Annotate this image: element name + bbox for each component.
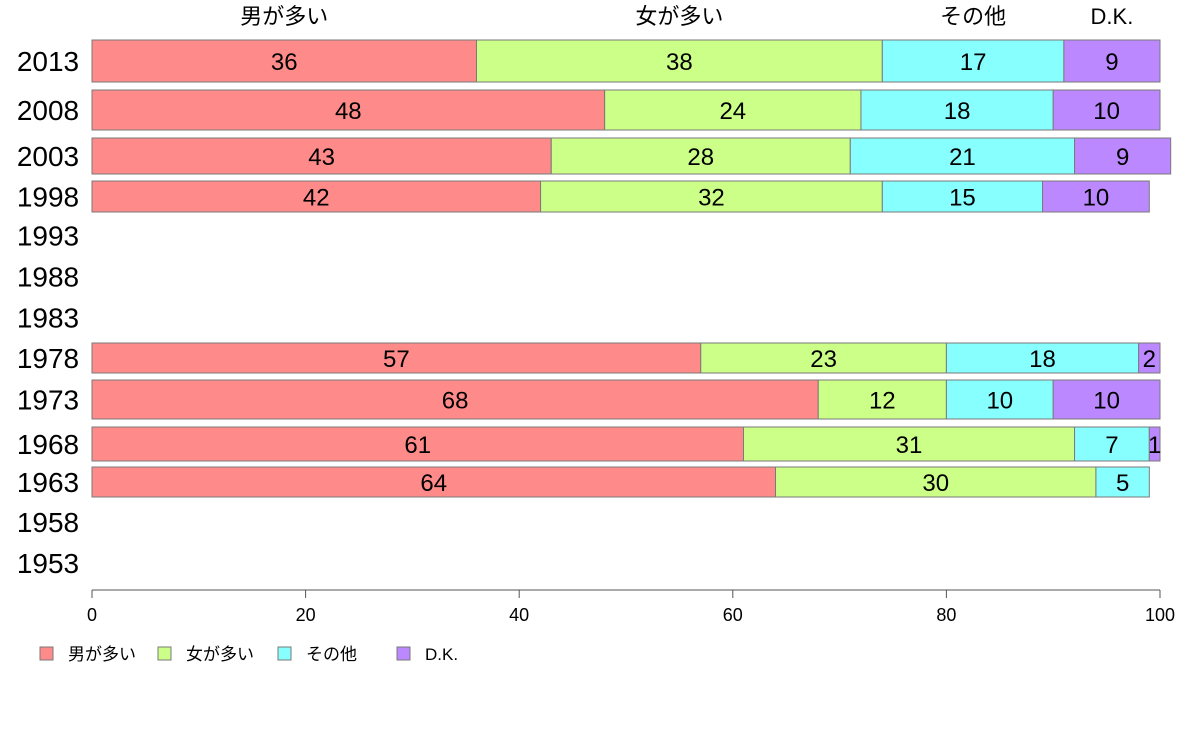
data-label-2003-series-0: 43 [308, 144, 335, 171]
bar-2008-series-3 [1052, 89, 1161, 131]
bar-1968-series-2 [1074, 426, 1150, 462]
x-tick-label-100: 100 [1145, 605, 1175, 625]
data-label-1968-series-3: 1 [1148, 432, 1161, 459]
data-label-1978-series-1: 23 [810, 346, 837, 373]
bar-1973-series-1 [817, 379, 947, 420]
bar-1968-series-3 [1148, 426, 1161, 462]
bar-2008-series-2 [860, 89, 1054, 131]
x-tick-label-20: 20 [296, 605, 316, 625]
x-tick-label-0: 0 [87, 605, 97, 625]
bar-1978-series-0 [91, 342, 702, 374]
data-label-2013-series-3: 9 [1105, 49, 1118, 76]
data-label-1968-series-0: 61 [404, 432, 431, 459]
bar-2008-series-1 [604, 89, 862, 131]
x-tick-label-40: 40 [509, 605, 529, 625]
data-label-1973-series-3: 10 [1093, 388, 1120, 415]
bar-1978-series-1 [700, 342, 947, 374]
data-label-1973-series-2: 10 [986, 388, 1013, 415]
year-label-1983: 1983 [17, 303, 79, 334]
data-label-1968-series-1: 31 [896, 432, 923, 459]
bar-2003-series-0 [91, 137, 552, 175]
year-label-1973: 1973 [17, 385, 79, 416]
column-header-0: 男が多い [240, 4, 328, 29]
bar-1973-series-0 [91, 379, 819, 420]
x-tick-label-80: 80 [936, 605, 956, 625]
data-label-1978-series-2: 18 [1029, 346, 1056, 373]
data-label-2008-series-3: 10 [1093, 98, 1120, 125]
data-label-2013-series-2: 17 [960, 49, 987, 76]
bar-1998-series-1 [540, 180, 883, 213]
bar-1998-series-3 [1042, 180, 1150, 213]
bar-1968-series-0 [91, 426, 744, 462]
data-label-1963-series-0: 64 [420, 470, 447, 497]
column-headers: 男が多い 女が多い その他 D.K. [240, 4, 1133, 29]
data-label-2003-series-2: 21 [949, 144, 976, 171]
year-label-1998: 1998 [17, 182, 79, 213]
data-label-1978-series-0: 57 [383, 346, 410, 373]
year-label-2013: 2013 [17, 46, 79, 77]
bar-2013-series-0 [91, 39, 477, 83]
legend-swatch-3 [396, 646, 411, 661]
bar-1973-series-2 [945, 379, 1054, 420]
data-label-1973-series-1: 12 [869, 388, 896, 415]
data-label-1998-series-3: 10 [1083, 185, 1110, 212]
year-labels: 2013 2008 2003 1998 1993 1988 1983 1978 1973 1968… [17, 46, 79, 579]
data-label-2008-series-0: 48 [335, 98, 362, 125]
legend: 男が多い 女が多い その他 D.K. [39, 645, 458, 664]
bar-2003-series-3 [1074, 137, 1172, 175]
year-label-1968: 1968 [17, 429, 79, 460]
year-label-1978: 1978 [17, 343, 79, 374]
year-label-2008: 2008 [17, 95, 79, 126]
year-label-1988: 1988 [17, 262, 79, 293]
legend-label-2: その他 [306, 645, 357, 664]
year-label-1953: 1953 [17, 548, 79, 579]
bar-1978-series-2 [945, 342, 1140, 374]
data-label-2013-series-1: 38 [666, 49, 693, 76]
data-label-1998-series-1: 32 [698, 185, 725, 212]
year-label-1963: 1963 [17, 467, 79, 498]
bar-1998-series-0 [91, 180, 542, 213]
bar-2013-series-2 [881, 39, 1065, 83]
bar-1973-series-3 [1052, 379, 1161, 420]
bar-2008-series-0 [91, 89, 606, 131]
data-label-1973-series-0: 68 [442, 388, 469, 415]
legend-label-0: 男が多い [68, 645, 136, 664]
legend-swatch-0 [39, 646, 54, 661]
bar-1978-series-3 [1138, 342, 1161, 374]
data-label-2003-series-3: 9 [1116, 144, 1129, 171]
bar-2013-series-3 [1063, 39, 1161, 83]
bar-2013-series-1 [475, 39, 883, 83]
year-label-2003: 2003 [17, 141, 79, 172]
legend-swatch-1 [157, 646, 172, 661]
data-label-1998-series-2: 15 [949, 185, 976, 212]
bar-1963-series-1 [775, 466, 1097, 498]
data-label-1998-series-0: 42 [303, 185, 330, 212]
data-label-1963-series-1: 30 [922, 470, 949, 497]
legend-label-1: 女が多い [186, 645, 254, 664]
bar-1963-series-2 [1095, 466, 1150, 498]
data-label-2008-series-2: 18 [944, 98, 971, 125]
column-header-2: その他 [940, 4, 1006, 29]
legend-label-3: D.K. [425, 645, 458, 664]
data-label-2013-series-0: 36 [271, 49, 298, 76]
bar-1968-series-1 [742, 426, 1076, 462]
column-header-1: 女が多い [635, 4, 723, 29]
column-header-3: D.K. [1091, 4, 1134, 29]
x-axis: 0 20 40 60 80 100 [87, 589, 1175, 625]
legend-swatch-2 [277, 646, 292, 661]
data-label-2008-series-1: 24 [719, 98, 746, 125]
data-label-1963-series-2: 5 [1116, 470, 1129, 497]
data-label-1968-series-2: 7 [1105, 432, 1118, 459]
data-label-2003-series-1: 28 [687, 144, 714, 171]
bar-2003-series-1 [550, 137, 851, 175]
year-label-1993: 1993 [17, 221, 79, 252]
bar-1963-series-0 [91, 466, 777, 498]
year-label-1958: 1958 [17, 507, 79, 538]
data-label-1978-series-3: 2 [1143, 346, 1156, 373]
x-tick-label-60: 60 [723, 605, 743, 625]
